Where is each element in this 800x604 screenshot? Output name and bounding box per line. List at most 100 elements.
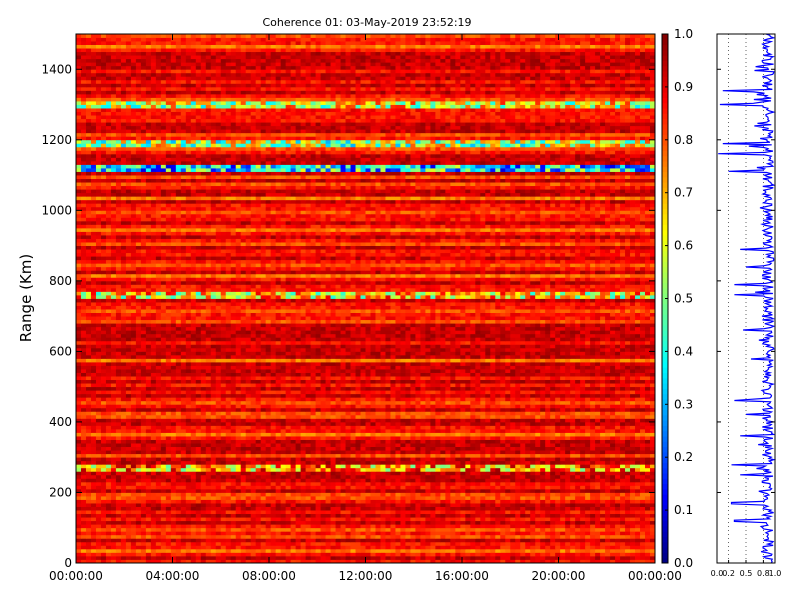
- heatmap-cell: [200, 559, 207, 564]
- heatmap-cell: [570, 527, 576, 532]
- heatmap-cell: [190, 428, 197, 433]
- heatmap-cell: [260, 439, 267, 444]
- heatmap-cell: [460, 503, 466, 507]
- heatmap-cell: [555, 421, 561, 426]
- heatmap-cell: [250, 414, 257, 419]
- heatmap-cell: [215, 538, 222, 543]
- heatmap-cell: [560, 524, 566, 529]
- heatmap-cell: [120, 428, 127, 433]
- heatmap-cell: [85, 428, 92, 433]
- heatmap-cell: [560, 520, 566, 525]
- heatmap-cell: [95, 499, 102, 504]
- heatmap-cell: [235, 506, 242, 511]
- heatmap-cell: [620, 453, 626, 458]
- heatmap-cell: [635, 471, 641, 476]
- heatmap-cell: [175, 531, 182, 536]
- heatmap-cell: [475, 552, 481, 557]
- heatmap-cell: [295, 418, 302, 423]
- heatmap-cell: [485, 517, 491, 522]
- heatmap-cell: [530, 538, 536, 543]
- heatmap-cell: [630, 460, 636, 465]
- heatmap-cell: [540, 436, 546, 440]
- heatmap-cell: [400, 471, 406, 476]
- heatmap-cell: [355, 531, 361, 536]
- heatmap-cell: [95, 488, 102, 493]
- heatmap-cell: [400, 418, 406, 423]
- heatmap-cell: [425, 492, 431, 497]
- heatmap-cell: [130, 488, 137, 493]
- heatmap-cell: [605, 520, 611, 525]
- heatmap-cell: [95, 407, 102, 412]
- heatmap-cell: [80, 555, 87, 560]
- heatmap-cell: [265, 436, 272, 440]
- heatmap-cell: [500, 471, 506, 476]
- heatmap-cell: [80, 443, 87, 448]
- heatmap-cell: [305, 520, 311, 525]
- heatmap-cell: [410, 453, 416, 458]
- heatmap-cell: [140, 411, 147, 416]
- heatmap-cell: [320, 432, 326, 437]
- heatmap-cell: [76, 478, 82, 483]
- heatmap-cell: [155, 411, 162, 416]
- heatmap-cell: [155, 527, 162, 532]
- heatmap-cell: [580, 481, 586, 486]
- heatmap-cell: [445, 552, 451, 557]
- heatmap-cell: [145, 485, 152, 490]
- heatmap-cell: [270, 513, 277, 518]
- heatmap-cell: [210, 450, 217, 455]
- heatmap-cell: [615, 541, 621, 546]
- heatmap-cell: [525, 411, 531, 416]
- heatmap-cell: [635, 510, 641, 515]
- heatmap-cell: [460, 450, 466, 455]
- heatmap-cell: [80, 450, 87, 455]
- heatmap-cell: [585, 450, 591, 455]
- heatmap-cell: [530, 488, 536, 493]
- heatmap-cell: [480, 517, 486, 522]
- heatmap-cell: [215, 510, 222, 515]
- heatmap-cell: [445, 517, 451, 522]
- heatmap-cell: [420, 506, 426, 511]
- heatmap-cell: [235, 432, 242, 437]
- heatmap-cell: [255, 527, 262, 532]
- heatmap-cell: [355, 464, 361, 469]
- heatmap-cell: [590, 474, 596, 479]
- heatmap-cell: [100, 478, 107, 483]
- heatmap-cell: [505, 520, 511, 525]
- heatmap-cell: [525, 453, 531, 458]
- heatmap-cell: [370, 517, 376, 522]
- heatmap-cell: [230, 471, 237, 476]
- heatmap-cell: [645, 520, 651, 525]
- heatmap-cell: [525, 548, 531, 553]
- heatmap-cell: [305, 474, 311, 479]
- heatmap-cell: [425, 531, 431, 536]
- heatmap-cell: [560, 411, 566, 416]
- heatmap-cell: [550, 443, 556, 448]
- heatmap-cell: [355, 471, 361, 476]
- heatmap-cell: [245, 481, 252, 486]
- heatmap-cell: [650, 436, 656, 440]
- heatmap-cell: [95, 414, 102, 419]
- heatmap-cell: [560, 432, 566, 437]
- heatmap-cell: [530, 506, 536, 511]
- heatmap-cell: [315, 432, 321, 437]
- heatmap-cell: [650, 559, 656, 564]
- heatmap-cell: [355, 450, 361, 455]
- heatmap-cell: [240, 520, 247, 525]
- heatmap-cell: [405, 464, 411, 469]
- heatmap-cell: [465, 436, 471, 440]
- heatmap-cell: [475, 453, 481, 458]
- heatmap-cell: [245, 555, 252, 560]
- heatmap-cell: [475, 457, 481, 462]
- heatmap-cell: [345, 457, 351, 462]
- heatmap-cell: [480, 436, 486, 440]
- heatmap-cell: [355, 538, 361, 543]
- heatmap-cell: [535, 517, 541, 522]
- heatmap-cell: [650, 552, 656, 557]
- heatmap-cell: [530, 453, 536, 458]
- heatmap-cell: [175, 474, 182, 479]
- heatmap-cell: [420, 478, 426, 483]
- heatmap-cell: [525, 443, 531, 448]
- heatmap-cell: [255, 436, 262, 440]
- heatmap-cell: [255, 517, 262, 522]
- heatmap-cell: [375, 559, 381, 564]
